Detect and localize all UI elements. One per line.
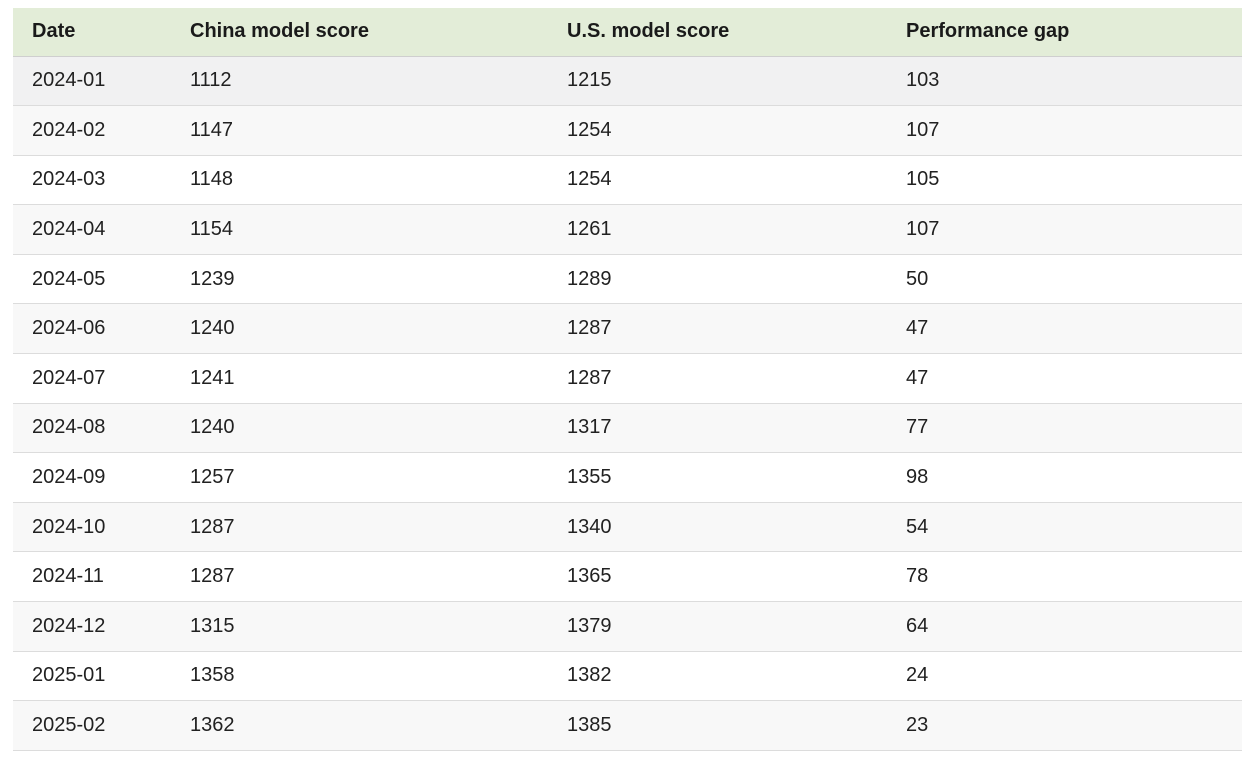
cell-us-model-score: 1355 — [548, 452, 887, 503]
cell-us-model-score: 1254 — [548, 105, 887, 156]
cell-china-model-score: 1315 — [171, 601, 548, 652]
table-row: 2024-09 1257 1355 98 — [13, 452, 1242, 503]
cell-date: 2024-10 — [13, 502, 171, 553]
table-row: 2025-02 1362 1385 23 — [13, 700, 1242, 751]
column-header-date: Date — [13, 8, 171, 57]
cell-performance-gap: 107 — [887, 204, 1242, 255]
table-row: 2024-06 1240 1287 47 — [13, 303, 1242, 355]
cell-performance-gap: 107 — [887, 105, 1242, 156]
cell-date: 2024-08 — [13, 403, 171, 454]
cell-china-model-score: 1287 — [171, 551, 548, 603]
cell-china-model-score: 1240 — [171, 303, 548, 355]
cell-performance-gap: 50 — [887, 254, 1242, 305]
cell-china-model-score: 1358 — [171, 651, 548, 702]
cell-us-model-score: 1261 — [548, 204, 887, 255]
cell-china-model-score: 1154 — [171, 204, 548, 255]
table-row: 2024-12 1315 1379 64 — [13, 601, 1242, 652]
cell-performance-gap: 47 — [887, 353, 1242, 404]
cell-date: 2024-05 — [13, 254, 171, 305]
cell-us-model-score: 1365 — [548, 551, 887, 603]
cell-us-model-score: 1385 — [548, 700, 887, 751]
table-row: 2024-05 1239 1289 50 — [13, 254, 1242, 305]
cell-china-model-score: 1287 — [171, 502, 548, 553]
column-header-performance-gap: Performance gap — [887, 8, 1242, 57]
table-row: 2024-11 1287 1365 78 — [13, 551, 1242, 603]
cell-date: 2024-06 — [13, 303, 171, 355]
cell-china-model-score: 1239 — [171, 254, 548, 305]
model-scores-table: Date China model score U.S. model score … — [13, 8, 1242, 751]
cell-performance-gap: 64 — [887, 601, 1242, 652]
table-row: 2025-01 1358 1382 24 — [13, 651, 1242, 702]
column-header-china-model-score: China model score — [171, 8, 548, 57]
cell-date: 2024-07 — [13, 353, 171, 404]
table-body: 2024-01 1112 1215 103 2024-02 1147 1254 … — [13, 56, 1242, 751]
cell-china-model-score: 1148 — [171, 155, 548, 206]
cell-us-model-score: 1287 — [548, 303, 887, 355]
cell-us-model-score: 1340 — [548, 502, 887, 553]
cell-us-model-score: 1289 — [548, 254, 887, 305]
cell-us-model-score: 1317 — [548, 403, 887, 454]
cell-performance-gap: 24 — [887, 651, 1242, 702]
table-header: Date China model score U.S. model score … — [13, 8, 1242, 57]
cell-us-model-score: 1287 — [548, 353, 887, 404]
cell-us-model-score: 1382 — [548, 651, 887, 702]
cell-china-model-score: 1257 — [171, 452, 548, 503]
cell-performance-gap: 54 — [887, 502, 1242, 553]
table-row: 2024-10 1287 1340 54 — [13, 502, 1242, 553]
cell-performance-gap: 77 — [887, 403, 1242, 454]
cell-performance-gap: 103 — [887, 56, 1242, 107]
table-row: 2024-07 1241 1287 47 — [13, 353, 1242, 404]
cell-date: 2024-09 — [13, 452, 171, 503]
cell-performance-gap: 78 — [887, 551, 1242, 603]
cell-performance-gap: 47 — [887, 303, 1242, 355]
cell-date: 2024-12 — [13, 601, 171, 652]
header-row: Date China model score U.S. model score … — [13, 8, 1242, 57]
cell-china-model-score: 1362 — [171, 700, 548, 751]
cell-us-model-score: 1215 — [548, 56, 887, 107]
cell-china-model-score: 1147 — [171, 105, 548, 156]
cell-date: 2025-02 — [13, 700, 171, 751]
cell-performance-gap: 105 — [887, 155, 1242, 206]
cell-date: 2024-02 — [13, 105, 171, 156]
table-row: 2024-04 1154 1261 107 — [13, 204, 1242, 255]
cell-us-model-score: 1379 — [548, 601, 887, 652]
cell-date: 2024-04 — [13, 204, 171, 255]
cell-china-model-score: 1241 — [171, 353, 548, 404]
cell-date: 2024-01 — [13, 56, 171, 107]
cell-china-model-score: 1240 — [171, 403, 548, 454]
cell-date: 2025-01 — [13, 651, 171, 702]
cell-date: 2024-03 — [13, 155, 171, 206]
cell-china-model-score: 1112 — [171, 56, 548, 107]
table-row: 2024-08 1240 1317 77 — [13, 403, 1242, 454]
cell-performance-gap: 23 — [887, 700, 1242, 751]
table-row: 2024-03 1148 1254 105 — [13, 155, 1242, 206]
table-row: 2024-01 1112 1215 103 — [13, 56, 1242, 107]
cell-us-model-score: 1254 — [548, 155, 887, 206]
cell-performance-gap: 98 — [887, 452, 1242, 503]
cell-date: 2024-11 — [13, 551, 171, 603]
column-header-us-model-score: U.S. model score — [548, 8, 887, 57]
table-row: 2024-02 1147 1254 107 — [13, 105, 1242, 156]
